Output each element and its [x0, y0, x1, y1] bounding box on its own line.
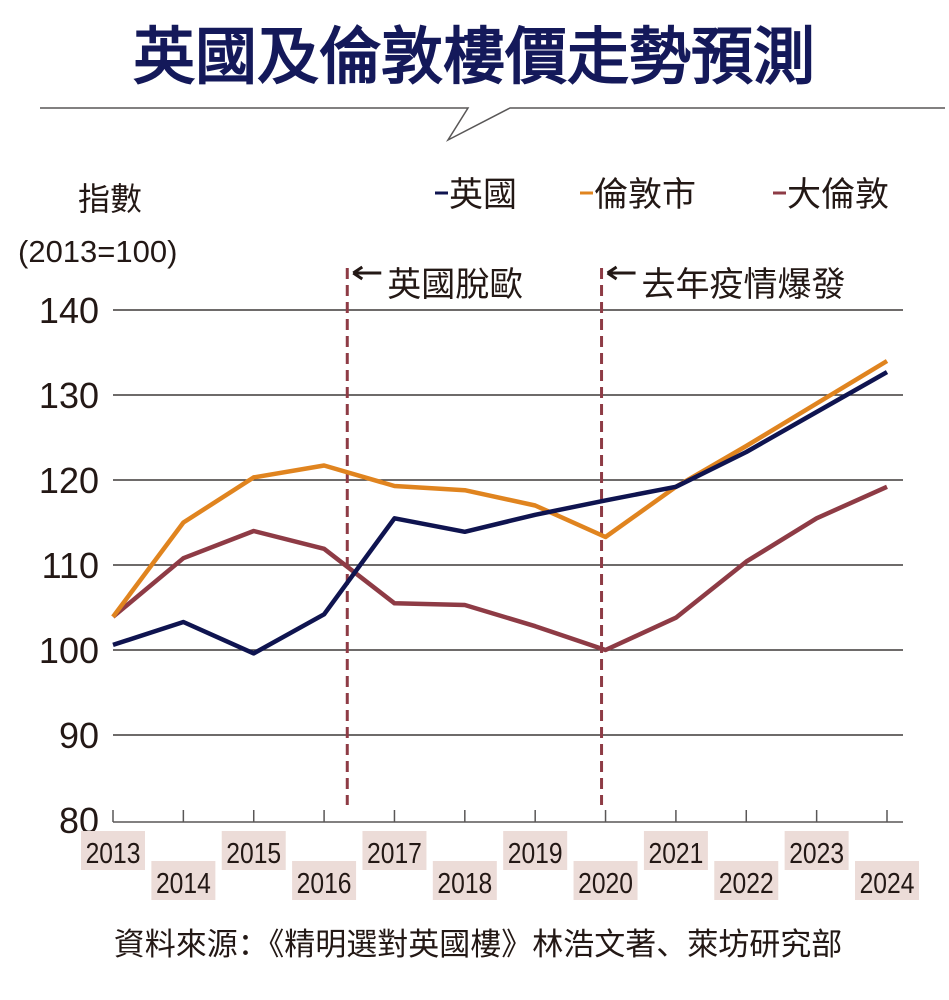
x-tick-label: 2023 — [789, 837, 844, 869]
y-tick-label: 140 — [39, 290, 99, 331]
x-tick-label: 2018 — [437, 867, 492, 899]
y-axis-sublabel: (2013=100) — [18, 234, 177, 269]
y-tick-label: 90 — [59, 715, 99, 756]
x-tick-label-bg — [432, 861, 497, 900]
y-tick-label: 130 — [39, 375, 99, 416]
x-tick-label-bg — [643, 831, 708, 870]
x-tick-label: 2022 — [719, 867, 774, 899]
legend-label: 英國 — [449, 175, 517, 215]
source-note: 資料來源：《精明選對英國樓》林浩文著、萊坊研究部 — [114, 927, 843, 963]
x-tick-label: 2021 — [648, 837, 703, 869]
x-tick-label-bg — [81, 831, 145, 870]
arrow-left-icon — [352, 265, 382, 281]
x-tick-label: 2017 — [367, 837, 422, 869]
x-tick-label-bg — [292, 861, 357, 900]
x-tick-label: 2016 — [297, 867, 352, 899]
arrow-left-icon — [606, 265, 636, 281]
x-tick-label: 2015 — [226, 837, 281, 869]
x-tick-label: 2024 — [860, 867, 915, 899]
x-tick-label: 2014 — [156, 867, 211, 899]
title-callout-line — [40, 107, 945, 142]
y-tick-label: 120 — [39, 460, 99, 501]
series-line-3 — [111, 484, 888, 653]
series-line-1 — [112, 370, 889, 656]
x-tick-label-bg — [362, 831, 427, 870]
y-tick-label: 100 — [39, 630, 99, 671]
x-tick-label-bg — [714, 861, 779, 900]
event-annotation: 英國脫歐 — [387, 265, 523, 305]
x-tick-label-bg — [151, 861, 216, 900]
y-axis-label: 指數 — [78, 180, 142, 218]
x-tick-label: 2013 — [86, 837, 141, 869]
x-tick-label-bg — [573, 861, 638, 900]
x-tick-label: 2020 — [578, 867, 633, 899]
series-line-2 — [111, 359, 889, 619]
x-tick-label-bg — [855, 861, 919, 900]
chart-title: 英國及倫敦樓價走勢預測 — [133, 20, 815, 93]
x-tick-label-bg — [784, 831, 849, 870]
event-annotation: 去年疫情爆發 — [642, 265, 846, 305]
x-tick-label: 2019 — [508, 837, 563, 869]
y-tick-label: 110 — [42, 545, 99, 586]
legend-label: 倫敦市 — [594, 175, 696, 215]
x-tick-label-bg — [221, 831, 286, 870]
legend-label: 大倫敦 — [787, 175, 889, 215]
x-tick-label-bg — [503, 831, 568, 870]
